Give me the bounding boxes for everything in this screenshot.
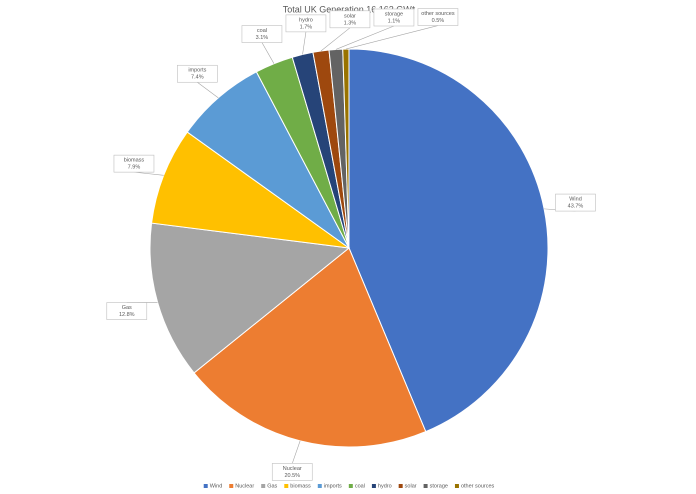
legend-marker	[284, 484, 289, 488]
legend-marker	[398, 484, 403, 488]
legend-marker	[317, 484, 322, 488]
chart-title: Total UK Generation 16.162 GW*	[283, 4, 416, 14]
leader-line	[320, 27, 351, 52]
legend-marker	[203, 484, 208, 488]
legend-label: storage	[430, 483, 448, 489]
legend-marker	[348, 484, 353, 488]
data-label-name: biomass	[124, 158, 145, 164]
label-box	[177, 64, 218, 83]
data-label-value: 3.1%	[256, 35, 269, 41]
pie-slice	[342, 48, 350, 249]
label-box	[417, 8, 459, 26]
legend-marker	[454, 484, 459, 488]
data-label-value: 7.4%	[191, 75, 204, 81]
legend-label: hydro	[378, 483, 392, 489]
data-label-name: coal	[257, 28, 267, 34]
legend: Wind Nuclear Gas biomass imports coal hydro sol…	[203, 483, 495, 489]
legend-label: Gas	[267, 483, 277, 489]
data-label-value: 43.7%	[568, 204, 584, 210]
legend-label: other sources	[461, 483, 495, 489]
data-label-name: Nuclear	[283, 466, 302, 472]
legend-marker	[423, 484, 428, 488]
legend-label: biomass	[290, 483, 311, 489]
legend-label: coal	[355, 483, 365, 489]
data-label-name: storage	[385, 11, 403, 17]
data-label-name: Wind	[569, 197, 582, 203]
data-label-name: other sources	[421, 11, 455, 17]
data-label-value: 0.5%	[432, 18, 445, 24]
leader-line	[302, 31, 307, 55]
legend-label: solar	[405, 483, 417, 489]
leader-line	[291, 440, 301, 464]
label-box	[106, 302, 148, 320]
data-label-name: solar	[344, 13, 356, 19]
data-label-value: 20.5%	[284, 473, 300, 479]
data-label-name: Gas	[122, 305, 132, 311]
leader-line	[197, 82, 219, 99]
pie-slice	[348, 48, 549, 433]
legend-marker	[371, 484, 376, 488]
label-box	[271, 463, 313, 481]
data-label-name: imports	[188, 68, 206, 74]
label-box	[329, 10, 371, 29]
legend-label: Nuclear	[235, 483, 254, 489]
legend-marker	[229, 484, 234, 488]
leader-line	[133, 171, 164, 176]
label-box	[241, 25, 283, 43]
data-label-name: hydro	[299, 17, 313, 23]
label-box	[555, 193, 596, 212]
label-box	[373, 8, 415, 27]
leader-line	[261, 42, 275, 64]
leader-line	[335, 25, 395, 50]
data-label-value: 1.7%	[300, 24, 313, 30]
data-label-value: 7.9%	[128, 165, 141, 171]
data-label-value: 1.3%	[344, 20, 357, 26]
label-box	[113, 154, 155, 173]
label-box	[285, 14, 327, 33]
pie-slice	[151, 131, 350, 249]
data-label-value: 12.8%	[119, 312, 135, 318]
legend-label: Wind	[210, 483, 223, 489]
leader-line	[345, 25, 439, 50]
data-label-value: 1.1%	[388, 18, 401, 24]
legend-marker	[261, 484, 266, 488]
legend-label: imports	[324, 483, 342, 489]
